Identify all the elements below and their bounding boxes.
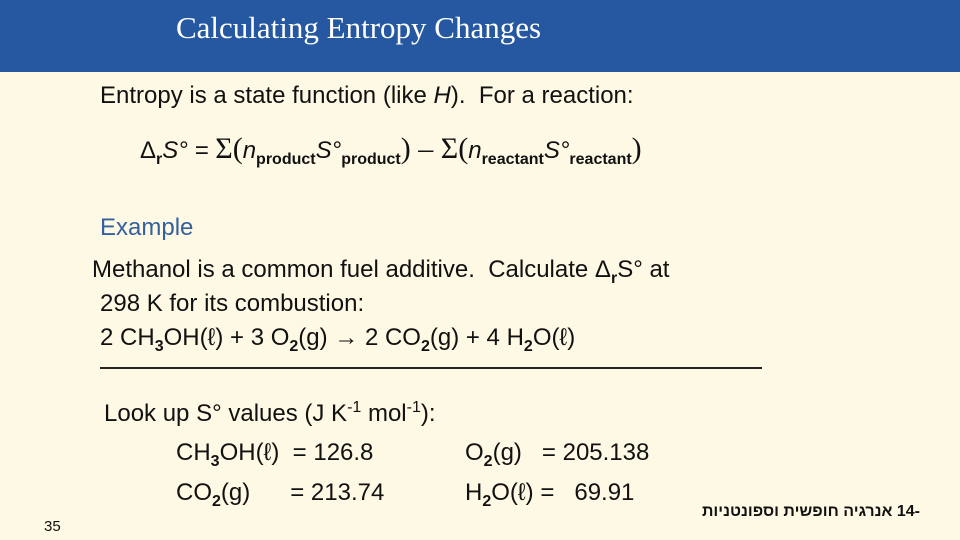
text: OH(ℓ) + 3 O	[163, 324, 290, 351]
text: 2 CH	[100, 324, 155, 351]
text: S°	[315, 137, 342, 164]
text: (g) + 4 H	[429, 324, 524, 351]
subscript: reactant	[569, 151, 632, 168]
page-number: 35	[44, 518, 61, 535]
text: S° =	[162, 137, 216, 164]
divider	[100, 367, 762, 369]
subscript: 2	[420, 338, 430, 355]
subscript: 2	[523, 338, 533, 355]
problem-line: 298 K for its combustion:	[100, 292, 364, 316]
text: Methanol is a common fuel additive. Calc…	[92, 256, 611, 283]
footer: -14 אנרגיה חופשית וספונטניות	[701, 503, 920, 520]
symbol: – Σ(	[410, 132, 469, 165]
value: CH3OH(ℓ) = 126.8	[176, 441, 373, 470]
text: ). For a reaction:	[450, 82, 634, 109]
value: H2O(ℓ) = 69.91	[465, 481, 634, 510]
header-bar: Calculating Entropy Changes	[0, 0, 960, 72]
value: CO2(g) = 213.74	[176, 481, 384, 510]
text: n	[468, 137, 482, 164]
text: O(ℓ)	[532, 324, 576, 351]
problem-line: Methanol is a common fuel additive. Calc…	[92, 258, 669, 287]
superscript: -1	[347, 399, 362, 416]
text: (g) = 205.138	[492, 439, 650, 466]
text: OH(ℓ) = 126.8	[219, 439, 374, 466]
subscript: 3	[210, 453, 220, 470]
subscript: r	[610, 270, 618, 287]
text: Δ	[140, 137, 157, 164]
subscript: 2	[212, 493, 221, 510]
superscript: -1	[406, 399, 421, 416]
example-heading: Example	[100, 214, 194, 241]
subscript: product	[256, 151, 316, 168]
subscript: 2	[483, 453, 493, 470]
title: Calculating Entropy Changes	[176, 10, 542, 45]
text: Entropy is a state function (like	[100, 82, 434, 109]
text: CO	[176, 479, 212, 506]
text: (g) = 213.74	[220, 479, 385, 506]
subscript: 2	[289, 338, 299, 355]
subscript: 2	[482, 493, 492, 510]
text: n	[242, 137, 257, 164]
text: ):	[420, 400, 436, 427]
symbol: )	[631, 132, 642, 165]
subscript: 3	[154, 338, 164, 355]
symbol: Σ(	[215, 132, 243, 165]
subscript: product	[341, 151, 401, 168]
equation: ΔrS° = Σ(nproductS°product) – Σ(nreactan…	[140, 134, 642, 168]
lookup-heading: Look up S° values (J K-1 mol-1):	[104, 400, 436, 426]
text: H	[433, 82, 451, 109]
intro: Entropy is a state function (like H). Fo…	[100, 84, 634, 108]
text: O	[465, 439, 484, 466]
text: CH	[176, 439, 211, 466]
symbol: )	[400, 132, 411, 165]
subscript: r	[156, 151, 163, 168]
text: S°	[543, 137, 570, 164]
subscript: reactant	[481, 151, 544, 168]
text: S° at	[617, 256, 670, 283]
text: Look up S° values (J K	[104, 400, 348, 427]
value: O2(g) = 205.138	[465, 441, 649, 470]
text: (g) → 2 CO	[298, 324, 421, 351]
text: mol	[361, 400, 407, 427]
text: H	[465, 479, 483, 506]
text: 298 K for its combustion:	[100, 290, 365, 317]
reaction: 2 CH3OH(ℓ) + 3 O2(g) → 2 CO2(g) + 4 H2O(…	[100, 326, 575, 355]
text: O(ℓ) = 69.91	[491, 479, 635, 506]
